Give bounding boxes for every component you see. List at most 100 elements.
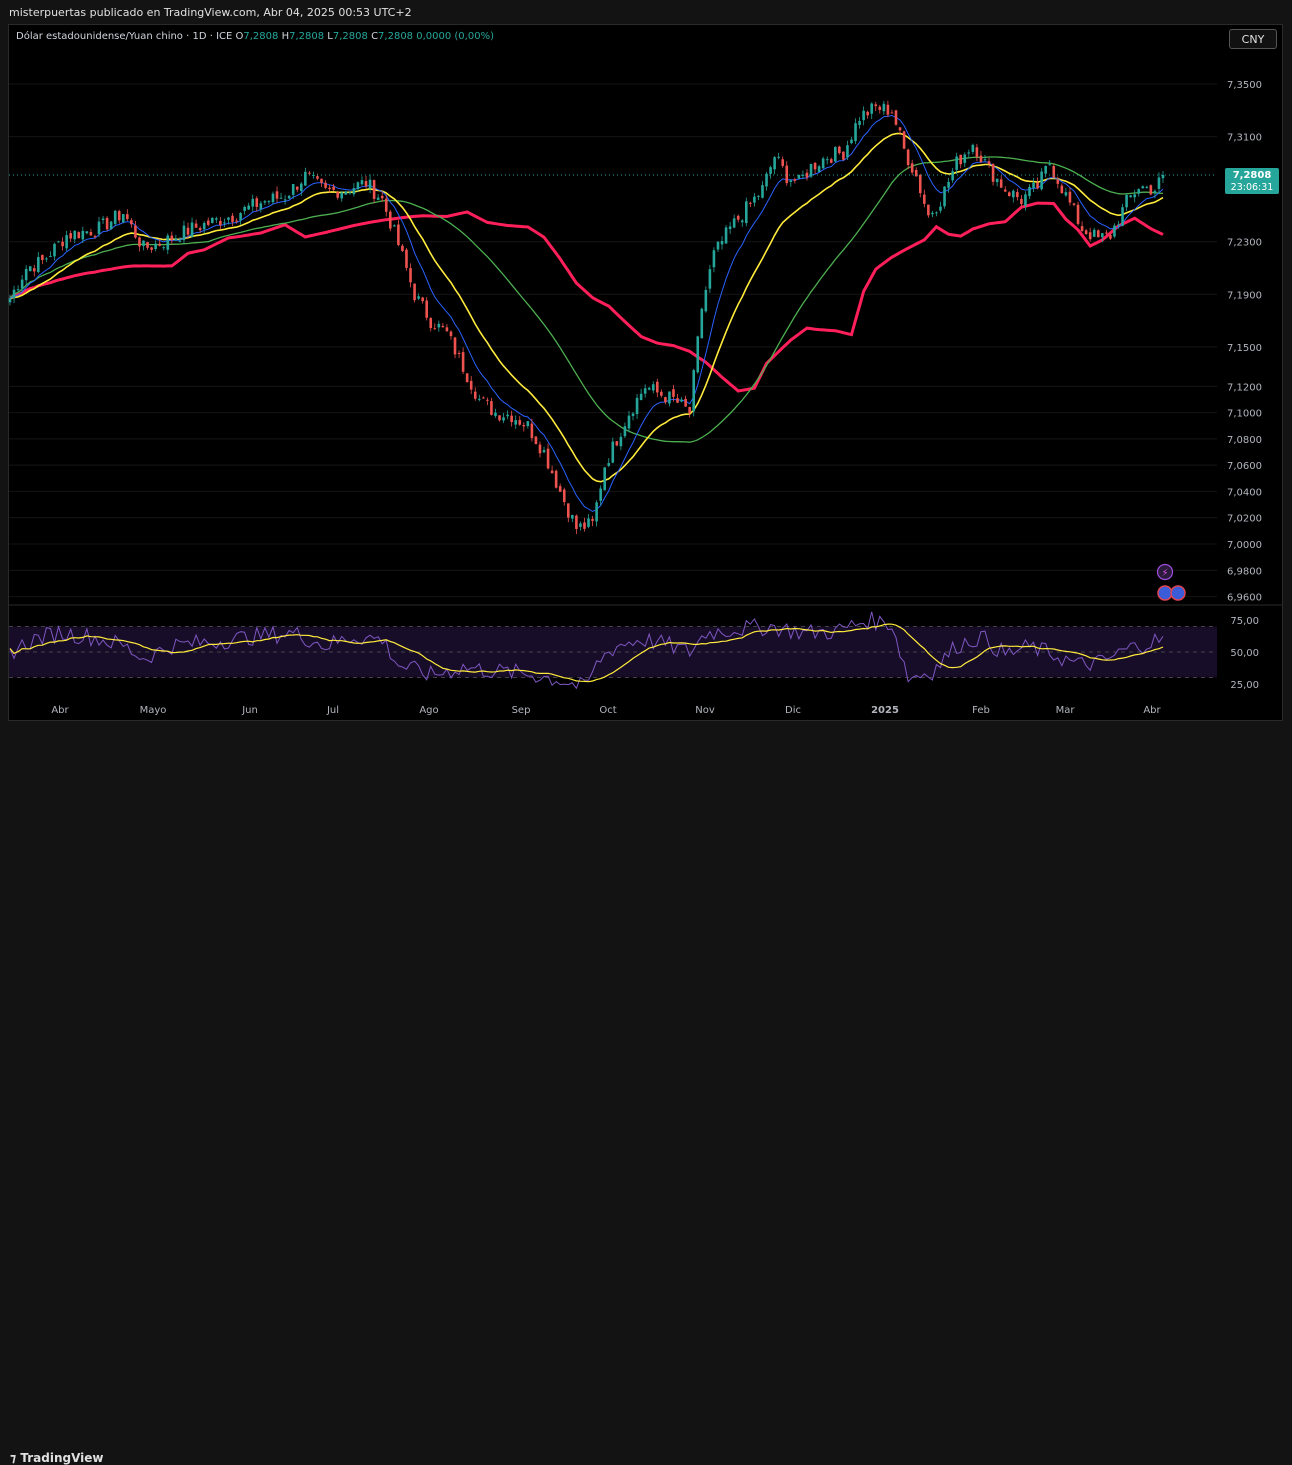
legend-change: 0,0000 (0,00%) bbox=[416, 31, 494, 42]
candle-body bbox=[777, 156, 780, 158]
price-tick-label: 7,1500 bbox=[1227, 343, 1262, 354]
candle-body bbox=[1084, 230, 1088, 235]
candle-body bbox=[73, 230, 77, 240]
candle-body bbox=[494, 412, 497, 417]
candle-body bbox=[712, 250, 716, 268]
candle-body bbox=[1157, 177, 1161, 189]
candle-body bbox=[384, 198, 388, 212]
candle-body bbox=[530, 423, 534, 439]
legend-high: 7,2808 bbox=[289, 31, 325, 42]
candle-body bbox=[817, 166, 821, 172]
candle-body bbox=[554, 470, 558, 488]
candle-body bbox=[627, 415, 631, 429]
candle-body bbox=[1105, 232, 1108, 234]
candle-body bbox=[906, 149, 910, 166]
candle-body bbox=[81, 230, 85, 240]
candle-body bbox=[805, 172, 809, 178]
publish-bar: misterpuertas publicado en TradingView.c… bbox=[0, 0, 1292, 24]
candle-body bbox=[126, 214, 129, 220]
candle-body bbox=[12, 289, 16, 299]
candle-body bbox=[170, 235, 174, 241]
candle-body bbox=[668, 391, 671, 404]
candle-body bbox=[591, 518, 594, 521]
candle-body bbox=[680, 399, 683, 402]
candle-body bbox=[1016, 192, 1019, 198]
price-tag-countdown: 23:06:31 bbox=[1231, 182, 1274, 193]
candle-body bbox=[769, 167, 772, 174]
candle-body bbox=[401, 245, 404, 251]
chart-canvas[interactable]: 7,3500 7,3100 7,2300 7,1900 7,1500 7,1200 7,10… bbox=[0, 0, 1292, 753]
time-tick-label: Mar bbox=[1056, 705, 1076, 716]
candle-body bbox=[870, 103, 874, 114]
candle-body bbox=[154, 243, 157, 250]
candle-body bbox=[542, 450, 546, 453]
candle-body bbox=[1056, 179, 1060, 184]
candle-body bbox=[360, 180, 364, 185]
candle-body bbox=[1024, 194, 1027, 206]
candle-body bbox=[655, 381, 659, 393]
candle-body bbox=[295, 186, 299, 190]
price-tick-label: 7,2300 bbox=[1227, 238, 1262, 249]
price-tick-label: 6,9600 bbox=[1227, 593, 1262, 604]
legend-o-label: O bbox=[235, 31, 244, 42]
candle-body bbox=[368, 179, 372, 189]
candle-body bbox=[1117, 224, 1120, 226]
candle-body bbox=[409, 268, 412, 283]
legend-h-label: H bbox=[281, 31, 290, 42]
candle-body bbox=[708, 269, 712, 289]
candle-body bbox=[749, 202, 752, 204]
candles bbox=[8, 100, 1165, 535]
candle-body bbox=[469, 380, 473, 390]
time-tick-label: Abr bbox=[51, 705, 69, 716]
candle-body bbox=[344, 191, 348, 195]
candle-body bbox=[947, 181, 950, 188]
candle-body bbox=[340, 192, 344, 199]
candle-body bbox=[813, 162, 817, 170]
candle-body bbox=[923, 194, 926, 204]
candle-body bbox=[660, 391, 663, 396]
candle-body bbox=[304, 171, 307, 186]
candle-body bbox=[1092, 229, 1096, 237]
candle-body bbox=[150, 247, 153, 250]
time-axis: Abr Mayo Jun Jul Ago Sep Oct Nov Dic 2025 Feb Mar Ab… bbox=[51, 705, 1161, 716]
candle-body bbox=[1020, 198, 1023, 204]
price-tick-label: 6,9800 bbox=[1227, 566, 1262, 577]
candle-body bbox=[959, 154, 963, 165]
candle-body bbox=[41, 254, 44, 261]
candle-body bbox=[425, 300, 428, 318]
candle-body bbox=[53, 243, 56, 257]
candle-body bbox=[1048, 164, 1052, 166]
candle-body bbox=[894, 110, 898, 125]
candle-body bbox=[995, 178, 999, 183]
candle-body bbox=[37, 257, 40, 273]
candle-body bbox=[28, 266, 32, 272]
candle-body bbox=[898, 127, 902, 131]
candle-body bbox=[332, 186, 335, 190]
rsi-tick-label: 75,00 bbox=[1230, 616, 1259, 627]
candle-body bbox=[838, 146, 841, 154]
candle-body bbox=[174, 238, 178, 241]
candle-body bbox=[1080, 226, 1084, 231]
candle-body bbox=[1052, 165, 1056, 178]
candle-body bbox=[918, 174, 922, 194]
candle-body bbox=[178, 240, 182, 242]
candle-body bbox=[24, 268, 28, 281]
candle-body bbox=[397, 224, 400, 246]
candle-body bbox=[93, 236, 97, 238]
candle-body bbox=[486, 399, 489, 401]
candle-body bbox=[477, 398, 481, 400]
price-tag-value: 7,2808 bbox=[1233, 170, 1272, 181]
candle-body bbox=[595, 502, 598, 522]
candle-body bbox=[874, 104, 878, 107]
time-tick-label: Ago bbox=[419, 705, 438, 716]
candle-body bbox=[745, 201, 748, 223]
candle-body bbox=[490, 401, 493, 415]
currency-button[interactable]: CNY bbox=[1229, 29, 1277, 49]
candle-body bbox=[247, 205, 250, 210]
candle-body bbox=[259, 203, 263, 210]
candle-body bbox=[113, 210, 117, 224]
candle-body bbox=[854, 123, 857, 142]
candle-body bbox=[1036, 182, 1039, 189]
candle-body bbox=[716, 241, 720, 250]
candle-body bbox=[352, 188, 356, 195]
